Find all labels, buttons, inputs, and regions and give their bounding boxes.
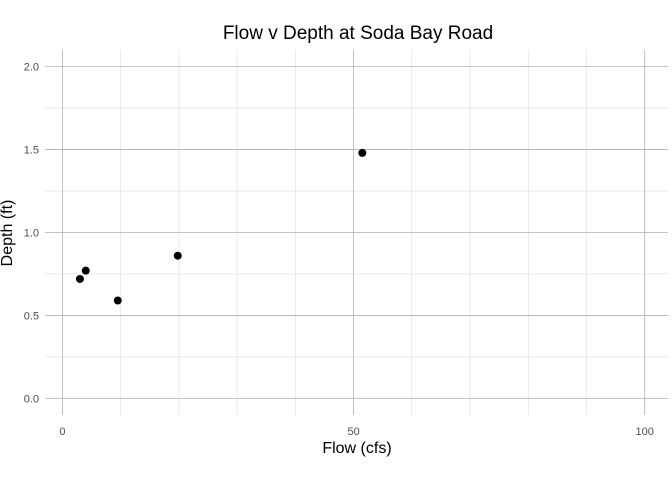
tick-labels: 0 50 100 0.0 0.5 1.0 1.5 2.0 xyxy=(24,62,654,438)
data-point xyxy=(113,296,122,305)
x-axis-title: Flow (cfs) xyxy=(322,440,391,457)
y-tick-label: 0.5 xyxy=(24,310,39,322)
y-tick-label: 0.0 xyxy=(24,393,39,405)
x-tick-label: 100 xyxy=(636,426,654,438)
grid xyxy=(45,50,668,415)
data-point xyxy=(358,148,367,157)
chart-title: Flow v Depth at Soda Bay Road xyxy=(223,23,493,44)
y-tick-label: 1.5 xyxy=(24,145,39,157)
data-points xyxy=(75,148,367,305)
data-point xyxy=(173,251,182,260)
data-point xyxy=(75,274,84,283)
y-tick-label: 1.0 xyxy=(24,228,39,240)
y-axis-title: Depth (ft) xyxy=(0,200,16,267)
x-tick-label: 0 xyxy=(59,426,65,438)
x-tick-label: 50 xyxy=(347,426,359,438)
y-tick-label: 2.0 xyxy=(24,62,39,74)
data-point xyxy=(81,266,90,275)
